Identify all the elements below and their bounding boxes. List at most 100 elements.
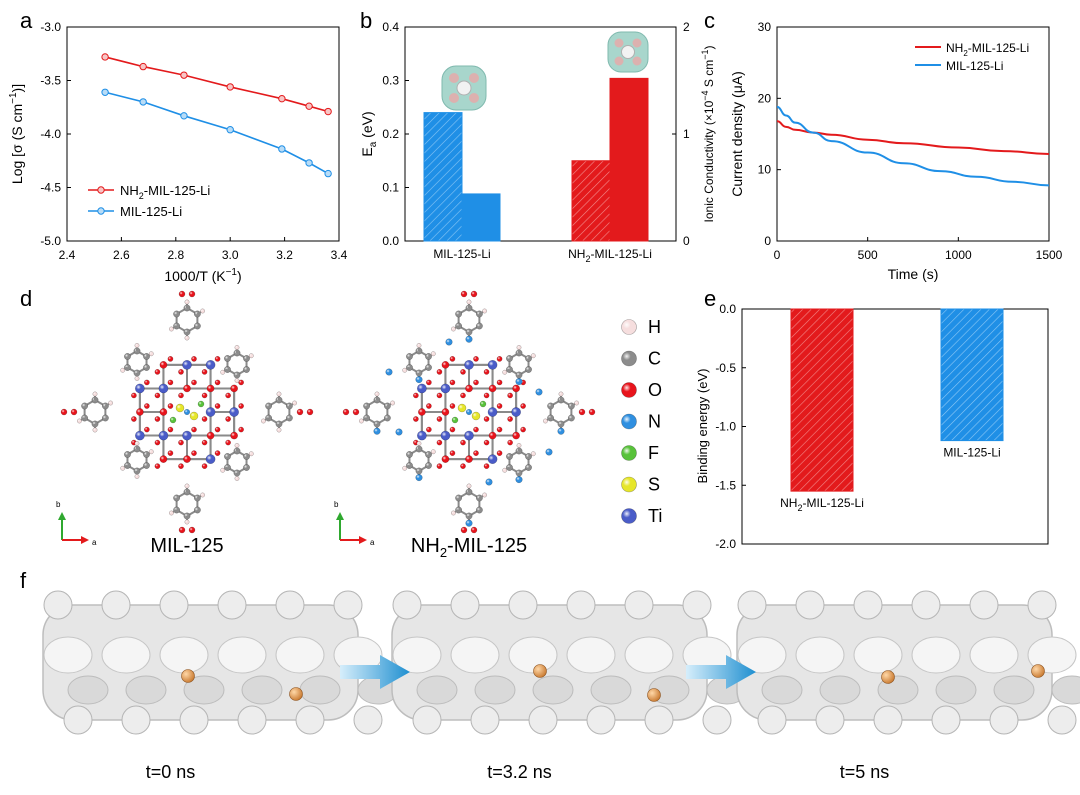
atom-highlight [545, 448, 553, 456]
atom-highlight [516, 345, 522, 350]
atom-highlight [173, 494, 180, 502]
atom-highlight [184, 299, 190, 305]
md-snapshot-1: t=3.2 ns [391, 590, 748, 782]
atom-highlight [230, 431, 238, 440]
atom-highlight [201, 369, 208, 375]
surface-lobe [412, 705, 442, 735]
x-tick-label: 0 [774, 248, 781, 262]
x-tick-label: 1500 [1036, 248, 1063, 262]
atom-highlight [461, 527, 467, 533]
surface-lobe [217, 590, 247, 620]
axis-a-label: a [370, 538, 375, 547]
atom-highlight [243, 366, 250, 373]
atom-highlight [363, 402, 370, 410]
panel-label-a: a [20, 8, 33, 33]
panel-e-ylabel: Binding energy (eV) [695, 369, 710, 484]
atom-highlight [238, 403, 244, 409]
atom-highlight [154, 392, 161, 399]
pore-window [1027, 636, 1077, 674]
atom-highlight [261, 418, 266, 424]
atom-highlight [359, 418, 364, 424]
surface-lobe [1027, 590, 1057, 620]
surface-lobe [121, 705, 151, 735]
atom-highlight [184, 519, 190, 525]
atom-highlight [200, 308, 205, 314]
x-tick-label: 2.8 [167, 248, 184, 262]
md-snapshot-0: t=0 ns [42, 590, 399, 782]
atom-highlight [206, 384, 215, 393]
pore-channel [590, 675, 632, 705]
pore-channel [416, 675, 458, 705]
y-tick-label: -3.0 [40, 20, 61, 34]
surface-lobe [1047, 705, 1077, 735]
atom-highlight [558, 391, 564, 397]
atom-highlight [579, 409, 585, 415]
y-tick-label: 30 [758, 20, 772, 34]
atom-highlight [449, 426, 456, 433]
legend-atom-highlight [621, 508, 637, 524]
panel-c-chart: 0 500 1000 1500 0 10 20 30 Time (s) Current den… [729, 20, 1063, 282]
panel-a-legend-nh2: NH2-MIL-125-Li [120, 183, 210, 201]
surface-lobe [644, 705, 674, 735]
atom-highlight [189, 527, 195, 533]
atom-highlight [385, 368, 393, 376]
pore-window [911, 636, 961, 674]
atom-highlight [120, 466, 125, 471]
atom-highlight [473, 356, 479, 362]
atom-highlight [516, 443, 522, 448]
surface-lobe [43, 590, 73, 620]
atom-highlight [483, 416, 490, 422]
legend-label-H: H [648, 317, 661, 337]
panel-label-b: b [360, 8, 372, 33]
atom-highlight [149, 449, 154, 454]
atom-highlight [483, 369, 490, 375]
atom-highlight [406, 451, 413, 458]
atom-highlight [452, 417, 458, 423]
pore-window [101, 636, 151, 674]
atom-highlight [167, 379, 174, 386]
atom-highlight [198, 401, 204, 407]
atom-highlight [488, 384, 497, 393]
bar-label-sub: 2 [797, 503, 802, 513]
atom-highlight [205, 454, 216, 464]
atom-highlight [483, 439, 490, 446]
atom-highlight [154, 463, 161, 469]
panel-c-legend: NH2-MIL-125-Li MIL-125-Li [915, 41, 1029, 73]
atom-highlight [238, 379, 244, 386]
surface-lobe [586, 705, 616, 735]
surface-lobe [795, 590, 825, 620]
legend-label-O: O [648, 380, 662, 400]
atom-highlight [179, 291, 185, 297]
atom-highlight [179, 527, 185, 533]
atom-highlight [417, 383, 427, 394]
bar-label-main: MIL-125-Li [943, 446, 1000, 460]
ea-bar-MIL-125-Li [423, 112, 463, 242]
atom-highlight [184, 483, 190, 489]
x-tick-label: 3.4 [331, 248, 348, 262]
atom-highlight [120, 368, 125, 373]
data-point [324, 107, 332, 116]
pore-channel [299, 675, 341, 705]
atom-highlight [234, 476, 240, 481]
series-curve-1 [776, 105, 1050, 187]
atom-highlight [418, 408, 426, 416]
ea-bar-NH2-MIL-125-Li [571, 160, 611, 242]
panel-label-e: e [704, 286, 716, 311]
data-point [226, 126, 234, 134]
atom-highlight [131, 416, 137, 422]
x-tick-label: 3.2 [276, 248, 293, 262]
surface-lobe [528, 705, 558, 735]
atom-highlight [395, 428, 403, 436]
atom-highlight [170, 417, 176, 423]
pore-channel [761, 675, 803, 705]
atom-highlight [159, 361, 168, 369]
surface-lobe [737, 590, 767, 620]
pore-window [508, 636, 558, 674]
y-tick-label: -1.5 [715, 478, 736, 492]
atom-highlight [436, 463, 443, 469]
atom-highlight [417, 430, 427, 441]
atom-highlight [455, 310, 462, 318]
surface-lobe [969, 590, 999, 620]
atom-highlight [413, 392, 419, 399]
